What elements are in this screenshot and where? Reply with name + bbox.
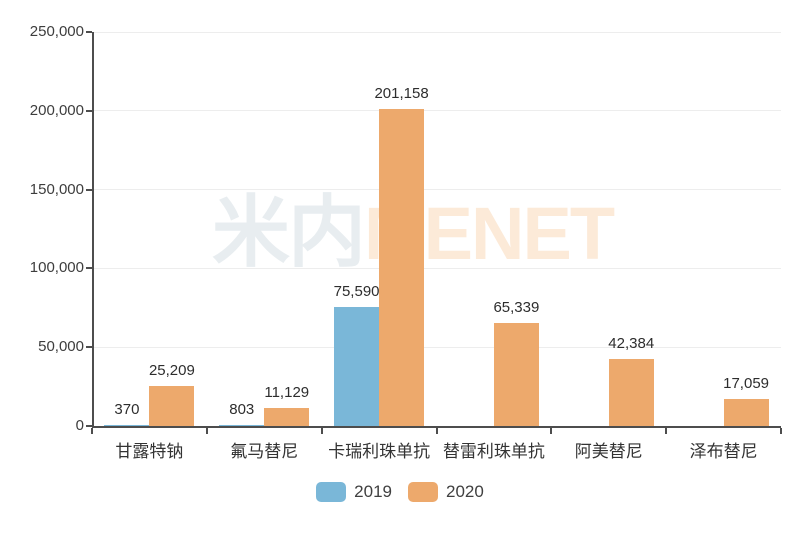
category-label: 阿美替尼 bbox=[574, 442, 643, 461]
x-axis-tick bbox=[550, 428, 553, 434]
bar-2020-氟马替尼 bbox=[264, 408, 310, 426]
gridline bbox=[92, 31, 781, 33]
y-axis-tick bbox=[86, 346, 92, 349]
y-tick-label: 50,000 bbox=[38, 338, 84, 356]
x-axis-tick bbox=[320, 428, 323, 434]
legend-swatch-2019 bbox=[316, 482, 347, 502]
legend-label: 2019 bbox=[354, 482, 392, 501]
bar-2019-甘露特钠 bbox=[104, 425, 150, 426]
y-axis-line bbox=[92, 32, 94, 428]
bar-value-label: 42,384 bbox=[608, 335, 655, 353]
bar-value-label: 17,059 bbox=[723, 375, 770, 393]
y-axis-tick bbox=[86, 188, 92, 191]
bar-2020-替雷利珠单抗 bbox=[493, 323, 539, 426]
legend-item-2020[interactable]: 2020 bbox=[408, 482, 484, 502]
bar-2019-卡瑞利珠单抗 bbox=[334, 306, 380, 426]
x-axis-tick bbox=[435, 428, 438, 434]
legend-label: 2020 bbox=[446, 482, 484, 501]
y-tick-label: 200,000 bbox=[29, 101, 84, 119]
bar-value-label: 65,339 bbox=[493, 299, 540, 317]
legend-swatch-2020 bbox=[408, 482, 438, 502]
gridline bbox=[92, 346, 781, 348]
category-label: 甘露特钠 bbox=[115, 442, 184, 461]
y-tick-label: 150,000 bbox=[29, 180, 84, 198]
x-axis-tick bbox=[205, 428, 208, 434]
bar-value-label: 25,209 bbox=[148, 362, 195, 380]
bar-value-label: 201,158 bbox=[374, 84, 429, 102]
y-tick-label: 0 bbox=[75, 417, 84, 434]
bar-2020-卡瑞利珠单抗 bbox=[379, 108, 425, 426]
x-axis-line bbox=[92, 426, 781, 428]
bar-2020-泽布替尼 bbox=[723, 399, 769, 426]
y-tick-label: 250,000 bbox=[29, 23, 84, 40]
bar-value-label: 370 bbox=[114, 401, 140, 418]
watermark-cn-text: 米内 bbox=[212, 188, 366, 276]
bar-2019-氟马替尼 bbox=[219, 424, 265, 426]
bar-value-label: 75,590 bbox=[333, 282, 380, 300]
category-label: 替雷利珠单抗 bbox=[442, 442, 545, 461]
y-axis-tick bbox=[86, 425, 92, 427]
legend: 2019 2020 bbox=[0, 482, 800, 502]
y-axis-tick bbox=[86, 31, 92, 33]
bar-value-label: 11,129 bbox=[264, 384, 310, 402]
x-axis-tick bbox=[665, 428, 668, 434]
x-axis-tick bbox=[91, 428, 93, 434]
y-axis-tick bbox=[86, 267, 92, 270]
category-label: 泽布替尼 bbox=[689, 442, 758, 461]
x-axis-tick bbox=[780, 428, 782, 434]
bar-2020-甘露特钠 bbox=[149, 386, 195, 426]
y-axis-tick bbox=[86, 109, 92, 112]
gridline bbox=[92, 267, 781, 269]
bar-value-label: 803 bbox=[229, 400, 255, 418]
category-label: 氟马替尼 bbox=[230, 442, 299, 461]
bar-2020-阿美替尼 bbox=[608, 359, 654, 426]
gridline bbox=[92, 189, 781, 191]
legend-item-2019[interactable]: 2019 bbox=[316, 482, 392, 502]
gridline bbox=[92, 110, 781, 112]
y-tick-label: 100,000 bbox=[29, 259, 84, 277]
category-label: 卡瑞利珠单抗 bbox=[328, 442, 431, 461]
